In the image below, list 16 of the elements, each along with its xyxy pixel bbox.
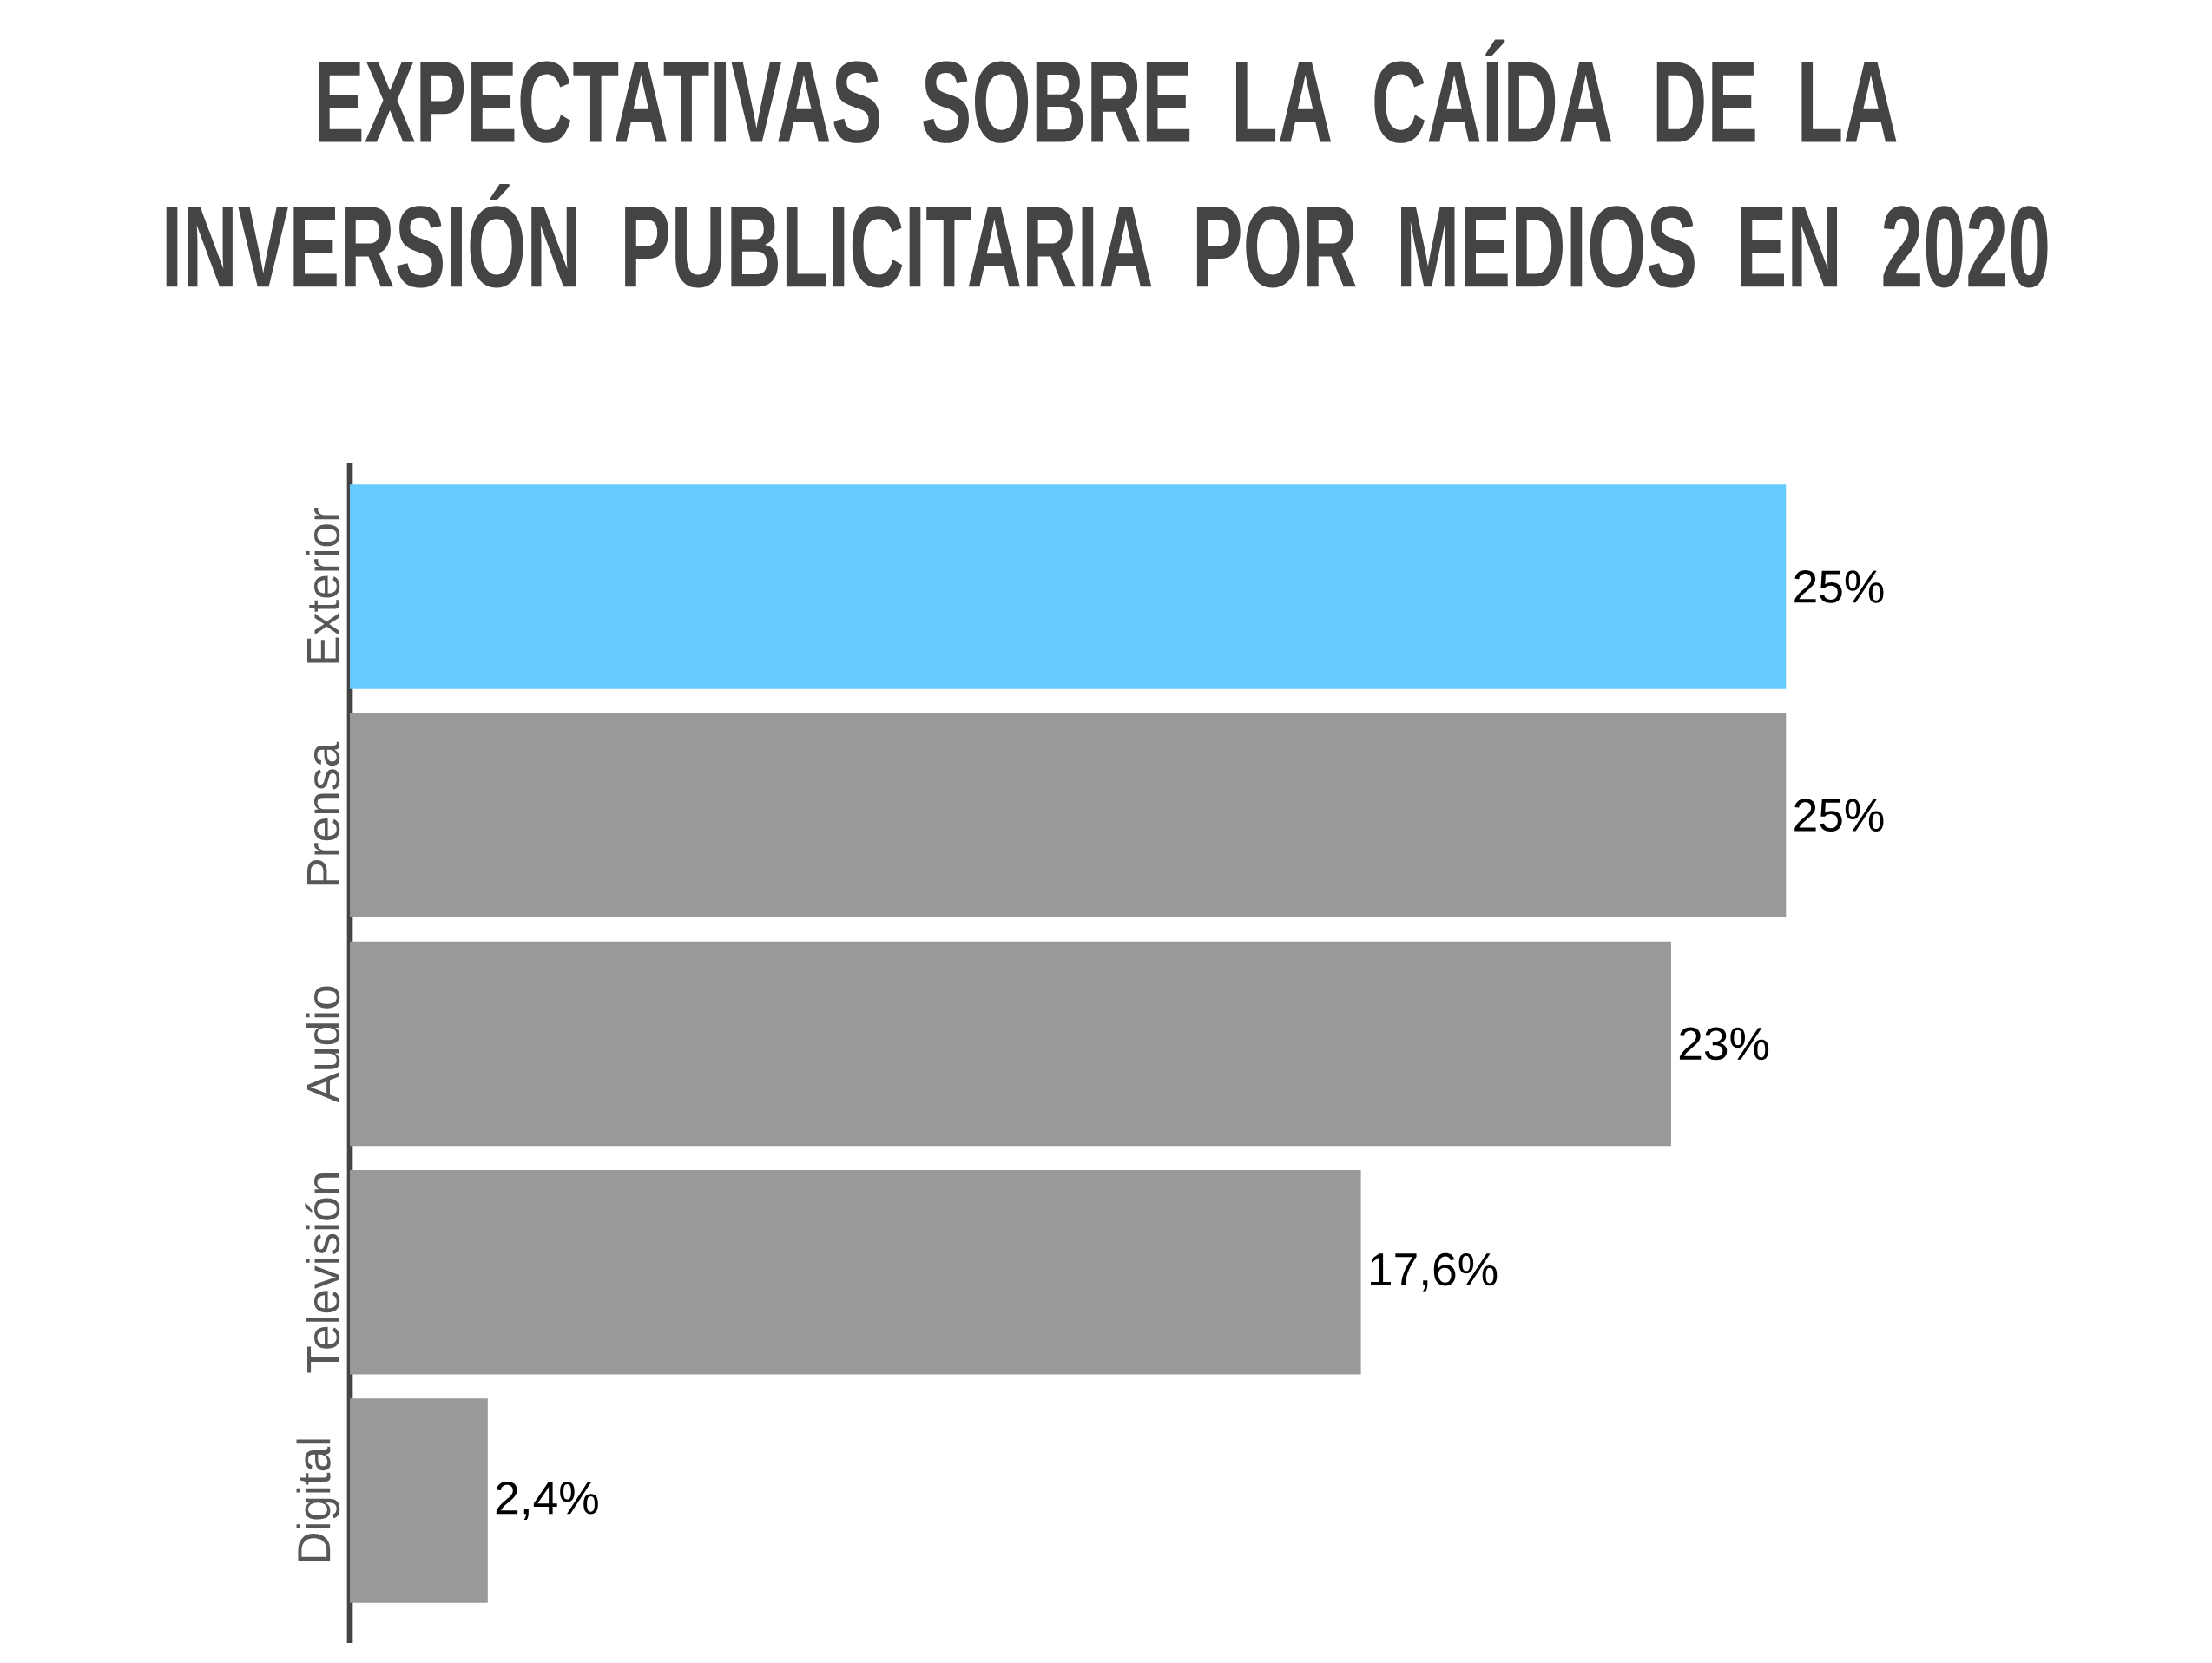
y-tick-label: Televisión	[305, 1173, 340, 1373]
y-tick-label: Digital	[296, 1439, 340, 1561]
data-label: 25%	[1794, 570, 1884, 603]
bar	[350, 484, 1787, 689]
y-tick-label: Audio	[306, 986, 340, 1103]
bar	[350, 1169, 1361, 1375]
y-tick-label: Exterior	[306, 508, 340, 663]
data-label: 2,4%	[496, 1482, 598, 1521]
bar	[350, 1398, 488, 1603]
data-label: 17,6%	[1371, 1252, 1498, 1292]
chart-title: EXPECTATIVAS SOBRE LA CAÍDA DE LA INVERSIÓN PUBLICITARIA POR MEDIOS EN 2020	[166, 39, 2048, 288]
y-tick-label: Prensa	[307, 741, 340, 885]
bar	[350, 713, 1787, 918]
data-label: 25%	[1794, 799, 1884, 832]
bar	[350, 941, 1671, 1147]
data-label: 23%	[1679, 1027, 1769, 1061]
